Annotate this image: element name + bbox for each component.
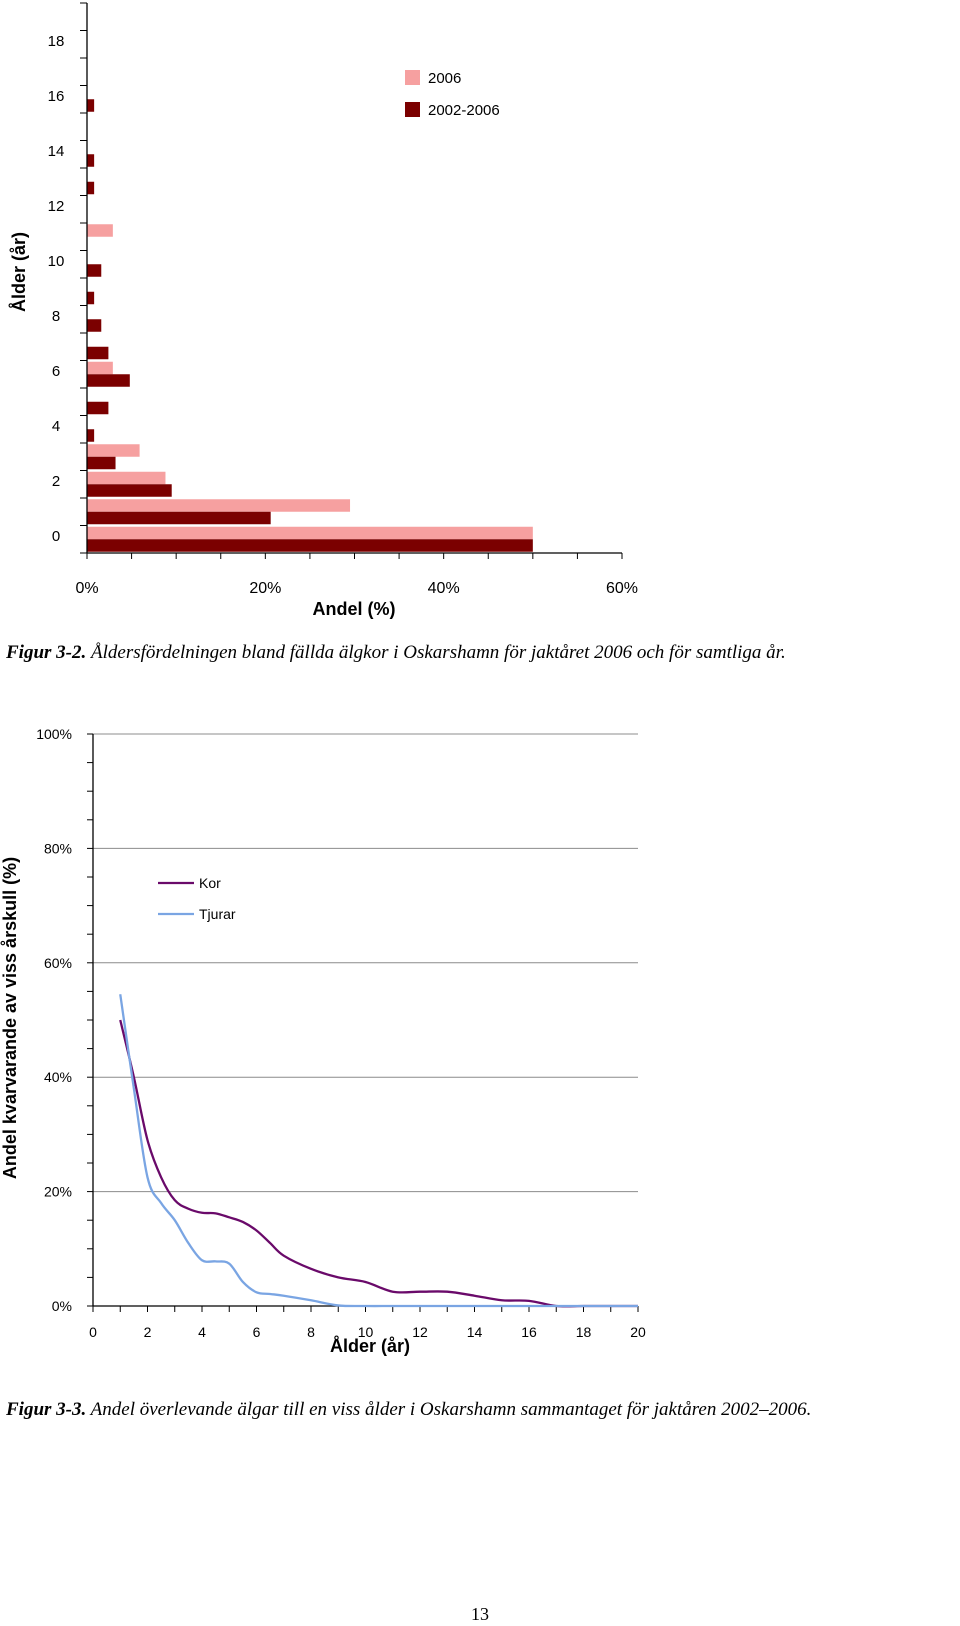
- bar-2002-2006: [87, 511, 271, 525]
- survival-chart: 0% 20% 40% 60% 80% 100% 0 2 4 6 8 10 12 14 16 18 20 And…: [0, 726, 646, 1356]
- x-tick-label: 18: [576, 1324, 592, 1340]
- x-tick-label: 12: [412, 1324, 428, 1340]
- bar-2006: [87, 224, 113, 237]
- bar-2002-2006: [87, 456, 116, 470]
- y-tick-label: 10: [48, 253, 65, 270]
- caption-text: Andel överlevande älgar till en viss åld…: [86, 1399, 812, 1420]
- y-tick-label: 0: [52, 528, 60, 545]
- legend-swatch: [405, 70, 420, 85]
- x-tick-label: 4: [198, 1324, 206, 1340]
- y-tick-label: 80%: [44, 840, 72, 856]
- bar-2006: [87, 361, 113, 375]
- bar-2002-2006: [87, 181, 95, 195]
- y-tick-label: 16: [48, 88, 65, 105]
- x-tick-label: 20: [630, 1324, 646, 1340]
- bar-2002-2006: [87, 154, 95, 167]
- caption-label: Figur 3-2.: [6, 642, 87, 663]
- legend: 2006 2002-2006: [405, 70, 500, 119]
- bar-2006: [87, 499, 351, 512]
- line-kor: [119, 1019, 638, 1308]
- x-tick-label: 0%: [75, 580, 98, 597]
- line-tjurar: [119, 994, 638, 1308]
- y-tick-label: 100%: [36, 726, 72, 742]
- bar-2002-2006: [87, 539, 533, 552]
- y-tick-label: 6: [52, 363, 60, 380]
- legend-label: Kor: [199, 875, 221, 891]
- page-number: 13: [471, 1604, 489, 1624]
- y-axis-title: Ålder (år): [9, 232, 29, 312]
- x-tick-label: 2: [144, 1324, 152, 1340]
- y-tick-label: 4: [52, 418, 60, 435]
- y-tick-label: 40%: [44, 1069, 72, 1085]
- legend-label: 2006: [428, 70, 461, 87]
- bar-2006: [87, 444, 140, 457]
- figure-caption: Figur 3-3. Andel överlevande älgar till …: [6, 1399, 811, 1421]
- x-tick-label: 60%: [606, 580, 638, 597]
- x-tick-label: 6: [253, 1324, 261, 1340]
- x-tick-label: 16: [521, 1324, 537, 1340]
- y-tick-label: 20%: [44, 1184, 72, 1200]
- caption-label: Figur 3-3.: [6, 1399, 87, 1420]
- x-tick-label: 14: [467, 1324, 483, 1340]
- caption-text: Åldersfördelningen bland fällda älgkor i…: [86, 642, 786, 663]
- x-tick-label: 40%: [428, 580, 460, 597]
- bar-2006: [87, 526, 533, 540]
- x-axis-title: Andel (%): [313, 599, 396, 619]
- bar-2002-2006: [87, 401, 109, 415]
- x-tick-label: 0: [89, 1324, 97, 1340]
- bar-2002-2006: [87, 484, 172, 497]
- x-tick-label: 8: [307, 1324, 315, 1340]
- y-axis-title: Andel kvarvarande av viss årskull (%): [0, 857, 20, 1179]
- x-axis-title: Ålder (år): [330, 1336, 410, 1356]
- y-tick-label: 14: [48, 143, 65, 160]
- bar-2006: [87, 471, 166, 485]
- y-tick-label: 18: [48, 33, 65, 50]
- y-tick-label: 12: [48, 198, 65, 215]
- bar-2002-2006: [87, 264, 102, 277]
- legend: Kor Tjurar: [158, 875, 236, 922]
- legend-label: 2002-2006: [428, 102, 500, 119]
- legend-swatch: [405, 102, 420, 117]
- legend-label: Tjurar: [199, 906, 236, 922]
- bar-2002-2006: [87, 346, 109, 360]
- bar-2002-2006: [87, 291, 95, 305]
- y-tick-label: 8: [52, 308, 60, 325]
- bar-2002-2006: [87, 319, 102, 332]
- y-tick-label: 0%: [52, 1298, 72, 1314]
- x-tick-label: 10: [358, 1324, 374, 1340]
- bar-2002-2006: [87, 374, 130, 387]
- y-tick-label: 60%: [44, 955, 72, 971]
- figure-caption: Figur 3-2. Åldersfördelningen bland fäll…: [6, 642, 786, 664]
- y-tick-label: 2: [52, 473, 60, 490]
- bar-2002-2006: [87, 99, 95, 112]
- x-tick-label: 20%: [249, 580, 281, 597]
- bar-2002-2006: [87, 429, 95, 442]
